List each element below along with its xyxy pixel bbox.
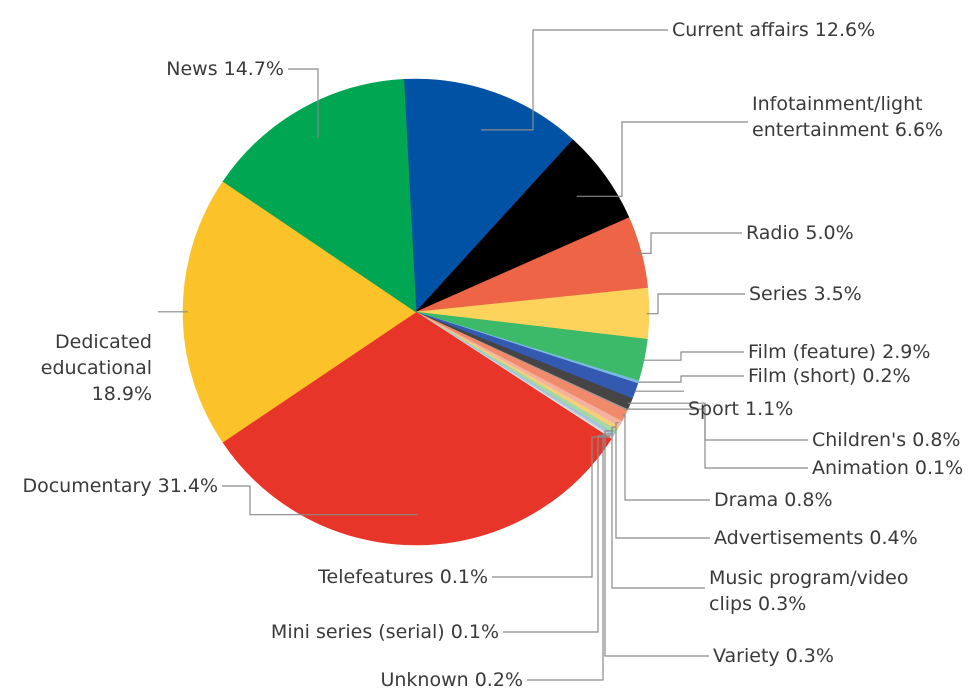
label-documentary: Documentary 31.4% xyxy=(22,475,218,497)
label-childrens: Children's 0.8% xyxy=(812,429,960,451)
leader-infotainment xyxy=(576,121,748,197)
leader-film-feature xyxy=(644,351,744,361)
pie-slices xyxy=(182,78,650,546)
label-film-feature: Film (feature) 2.9% xyxy=(748,341,930,363)
leader-film-short xyxy=(638,375,744,383)
label-series: Series 3.5% xyxy=(749,283,862,305)
slice-labels: Current affairs 12.6% Infotainment/light e… xyxy=(22,19,963,688)
label-radio: Radio 5.0% xyxy=(746,222,854,244)
leader-lines xyxy=(158,29,808,681)
slice-current-affairs xyxy=(403,78,574,313)
label-film-short: Film (short) 0.2% xyxy=(748,365,911,387)
leader-variety xyxy=(604,430,709,657)
label-dedicated-educational: Dedicated educational 18.9% xyxy=(41,331,152,405)
leader-telefeatures xyxy=(492,436,610,578)
leader-current-affairs xyxy=(481,29,668,131)
leader-radio xyxy=(636,232,742,254)
label-news: News 14.7% xyxy=(166,58,284,80)
label-variety: Variety 0.3% xyxy=(713,645,834,667)
label-telefeatures: Telefeatures 0.1% xyxy=(317,566,488,588)
leader-music xyxy=(611,426,705,589)
leader-animation xyxy=(625,408,808,469)
leader-drama xyxy=(622,414,710,501)
leader-documentary xyxy=(222,485,418,516)
leader-mini-series xyxy=(503,435,611,633)
label-music: Music program/video clips 0.3% xyxy=(709,567,909,615)
slice-news xyxy=(222,79,417,313)
label-current-affairs: Current affairs 12.6% xyxy=(672,19,875,41)
leader-unknown xyxy=(527,433,612,681)
label-mini-series: Mini series (serial) 0.1% xyxy=(271,621,499,643)
leader-advertisements xyxy=(615,422,710,539)
label-unknown: Unknown 0.2% xyxy=(380,669,523,688)
label-advertisements: Advertisements 0.4% xyxy=(714,527,918,549)
label-drama: Drama 0.8% xyxy=(714,489,833,511)
leader-news xyxy=(288,68,319,139)
label-sport: Sport 1.1% xyxy=(688,398,793,420)
leader-series xyxy=(646,293,745,315)
label-animation: Animation 0.1% xyxy=(812,457,963,479)
slice-documentary xyxy=(222,311,612,546)
label-infotainment: Infotainment/light entertainment 6.6% xyxy=(752,93,943,141)
